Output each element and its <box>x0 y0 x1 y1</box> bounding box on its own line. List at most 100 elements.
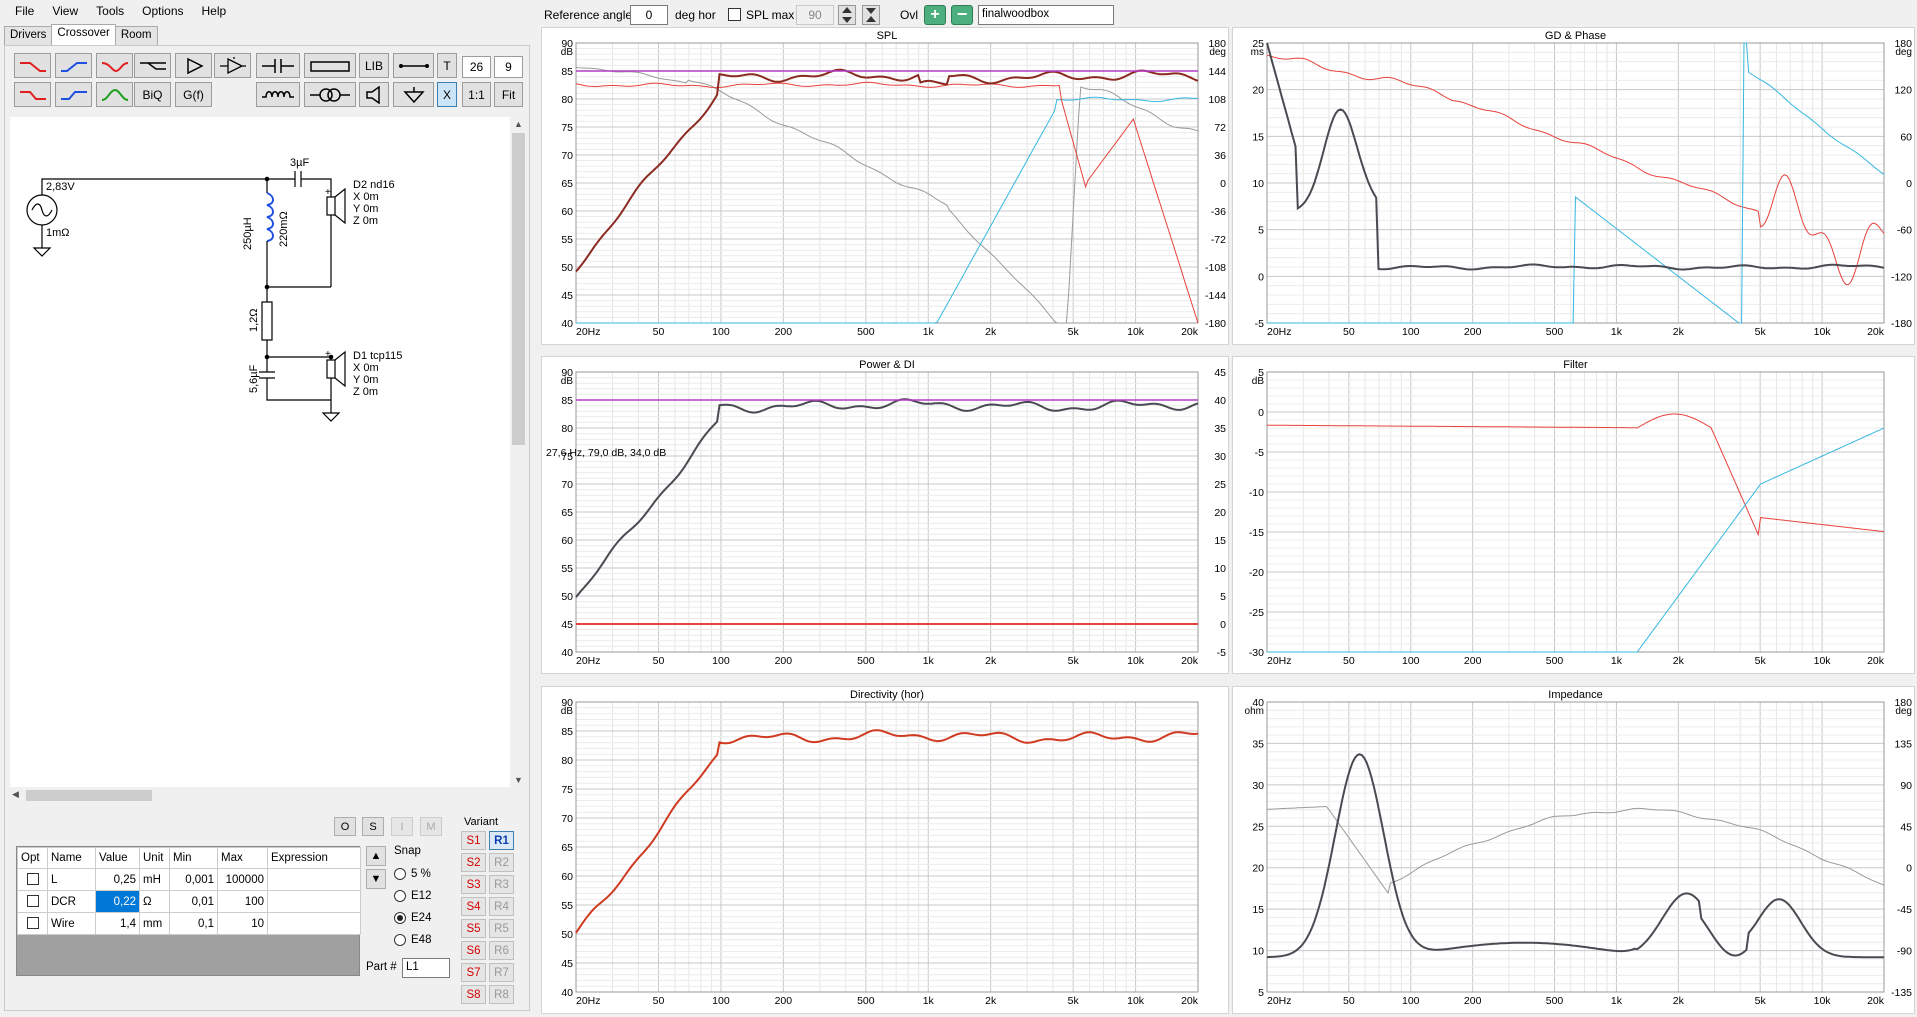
spl-max-input[interactable]: 90 <box>796 5 834 25</box>
param-value[interactable]: 1,4 <box>95 912 140 935</box>
lowpass-2nd-button[interactable] <box>14 82 51 107</box>
menu-options[interactable]: Options <box>142 4 184 18</box>
radio-button[interactable] <box>394 868 406 880</box>
param-value[interactable]: 0,25 <box>95 868 140 891</box>
tab-drivers[interactable]: Drivers <box>4 26 53 45</box>
optimize-checkbox[interactable] <box>26 895 39 908</box>
lowpass-1st-button[interactable] <box>14 53 51 78</box>
plot-gd[interactable]: GD & Phase2520151050-5ms180120600-60-120… <box>1233 28 1916 346</box>
param-expression[interactable] <box>267 912 361 935</box>
vertical-scroll-thumb[interactable] <box>512 133 525 445</box>
variant-s8-button[interactable]: S8 <box>461 985 486 1004</box>
insert-button[interactable]: I <box>391 817 413 836</box>
move-down-button[interactable]: ▼ <box>366 869 386 889</box>
param-max[interactable]: 100000 <box>217 868 268 891</box>
variant-r7-button[interactable]: R7 <box>489 963 514 982</box>
menu-file[interactable]: File <box>15 4 35 18</box>
move-button[interactable]: M <box>420 817 442 836</box>
bandstop-button[interactable] <box>96 53 133 78</box>
plot-panel-directivity[interactable]: Directivity (hor) 90 85 80 75 70 65 60 55 50 45 40 d… <box>541 686 1229 1014</box>
plot-spl[interactable]: SPL 90 85 80 75 70 65 60 55 50 45 40 dB 180 144 108 72 36… <box>542 28 1230 346</box>
variant-r5-button[interactable]: R5 <box>489 919 514 938</box>
parameter-grid[interactable]: Opt Name Value Unit Min Max Expression L… <box>16 846 361 976</box>
highpass-2nd-button[interactable] <box>55 82 92 107</box>
menu-tools[interactable]: Tools <box>96 4 125 18</box>
schematic-vertical-scrollbar[interactable]: ▲ ▼ <box>510 117 527 787</box>
spl-stepper[interactable] <box>838 5 856 25</box>
buffer-button[interactable] <box>214 53 251 78</box>
capacitor-button[interactable] <box>256 53 300 78</box>
driver-button[interactable] <box>359 82 389 107</box>
optimize-checkbox[interactable] <box>26 873 39 886</box>
param-min[interactable]: 0,01 <box>169 890 218 913</box>
param-max[interactable]: 100 <box>217 890 268 913</box>
plot-panel-spl[interactable]: SPL 90 85 80 75 70 65 60 55 50 45 40 dB 180 144 108 72 36… <box>541 27 1229 345</box>
tab-crossover[interactable]: Crossover <box>51 24 116 45</box>
table-row[interactable]: Wire 1,4 mm 0,1 10 <box>17 912 361 935</box>
plot-panel-impedance[interactable]: Impedance 40 35 30 25 20 15 10 5 ohm 180 135 90 45 0 -4… <box>1232 686 1915 1014</box>
radio-button[interactable] <box>394 934 406 946</box>
wire-button[interactable] <box>393 53 434 78</box>
param-max[interactable]: 10 <box>217 912 268 935</box>
move-up-button[interactable]: ▲ <box>366 846 386 866</box>
plot-panel-power[interactable]: Power & DI 90 85 80 75 70 65 60 55 50 45 40 dB 45 40 35… <box>541 356 1229 674</box>
transformer-button[interactable] <box>304 82 356 107</box>
variant-r6-button[interactable]: R6 <box>489 941 514 960</box>
param-min[interactable]: 0,001 <box>169 868 218 891</box>
param-expression[interactable] <box>267 868 361 891</box>
snap-option-e12[interactable]: E12 <box>394 885 452 907</box>
schematic-canvas[interactable]: + + 2,83V 1mΩ 3µF 250µH 220mΩ 1,2Ω 5,6µF… <box>10 117 510 787</box>
variant-r8-button[interactable]: R8 <box>489 985 514 1004</box>
optimize-button[interactable]: O <box>334 817 356 836</box>
horizontal-scroll-thumb[interactable] <box>26 790 152 801</box>
plot-power[interactable]: Power & DI9085807570656055504540dB454035… <box>542 357 1230 675</box>
biquad-button[interactable]: BiQ <box>134 82 171 107</box>
table-row[interactable]: DCR 0,22 Ω 0,01 100 <box>17 890 361 913</box>
radio-button[interactable] <box>394 890 406 902</box>
variant-s2-button[interactable]: S2 <box>461 853 486 872</box>
bandpass-button[interactable] <box>96 82 133 107</box>
snap-option-e48[interactable]: E48 <box>394 929 452 951</box>
table-row[interactable]: L 0,25 mH 0,001 100000 <box>17 868 361 891</box>
resistor-button[interactable] <box>304 53 356 78</box>
optimize-checkbox[interactable] <box>26 917 39 930</box>
variant-s4-button[interactable]: S4 <box>461 897 486 916</box>
part-number-input[interactable]: L1 <box>402 958 450 978</box>
param-value-selected[interactable]: 0,22 <box>95 890 140 913</box>
highpass-1st-button[interactable] <box>55 53 92 78</box>
variant-s5-button[interactable]: S5 <box>461 919 486 938</box>
variant-s3-button[interactable]: S3 <box>461 875 486 894</box>
x-toggle-button[interactable]: X <box>437 82 457 107</box>
spl-max-checkbox[interactable] <box>728 8 741 21</box>
variant-s6-button[interactable]: S6 <box>461 941 486 960</box>
variant-r4-button[interactable]: R4 <box>489 897 514 916</box>
param-min[interactable]: 0,1 <box>169 912 218 935</box>
plot-directivity[interactable]: Directivity (hor) 90 85 80 75 70 65 60 55 50 45 40 d… <box>542 687 1230 1015</box>
variant-r1-button[interactable]: R1 <box>489 831 514 850</box>
plot-panel-gd[interactable]: GD & Phase 25 20 15 10 5 0 -5 ms 180 120 60 0 -60 -120… <box>1232 27 1915 345</box>
menu-view[interactable]: View <box>52 4 79 18</box>
snap-size-field[interactable]: 9 <box>494 56 523 78</box>
variant-s7-button[interactable]: S7 <box>461 963 486 982</box>
tab-room[interactable]: Room <box>114 26 158 45</box>
plot-impedance[interactable]: Impedance 40 35 30 25 20 15 10 5 ohm 180 135 90 45 0 -4… <box>1233 687 1916 1015</box>
plot-panel-filter[interactable]: Filter 5 0 -5 -10 -15 -20 -25 -30 dB 20Hz 50 100 200 5… <box>1232 356 1915 674</box>
variant-r3-button[interactable]: R3 <box>489 875 514 894</box>
grid-size-field[interactable]: 26 <box>462 56 491 78</box>
text-button[interactable]: T <box>437 53 457 78</box>
snap-option-e24[interactable]: E24 <box>394 907 452 929</box>
variant-r2-button[interactable]: R2 <box>489 853 514 872</box>
reference-angle-input[interactable]: 0 <box>630 5 668 25</box>
schematic-horizontal-scrollbar[interactable]: ◀ <box>10 787 510 804</box>
sweep-button[interactable]: S <box>362 817 384 836</box>
radio-button-selected[interactable] <box>394 912 406 924</box>
amplifier-button[interactable] <box>175 53 212 78</box>
menu-help[interactable]: Help <box>201 4 227 18</box>
variant-s1-button[interactable]: S1 <box>461 831 486 850</box>
zoom-fit-button[interactable]: Fit <box>494 82 523 107</box>
ground-button[interactable] <box>393 82 434 107</box>
snap-option-5pct[interactable]: 5 % <box>394 863 452 885</box>
transfer-function-button[interactable]: G(f) <box>175 82 212 107</box>
inductor-button[interactable] <box>256 82 300 107</box>
